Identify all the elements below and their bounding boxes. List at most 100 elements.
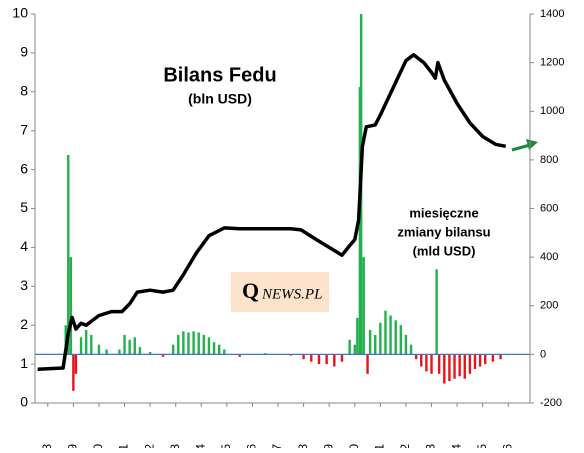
bar — [325, 354, 328, 365]
bar — [379, 322, 382, 355]
chart-subtitle: (bln USD) — [188, 91, 252, 107]
bar — [264, 353, 267, 355]
y2-tick-label: 200 — [540, 300, 558, 312]
bar — [473, 354, 477, 369]
bar — [148, 351, 152, 355]
bar — [478, 354, 482, 367]
x-tick-label: 2008 — [40, 444, 54, 448]
bar — [192, 331, 195, 355]
bar — [394, 320, 397, 355]
balance-line — [37, 53, 507, 371]
x-tick-label: 2020 — [347, 444, 361, 448]
x-tick-label: 2014 — [193, 444, 207, 448]
bar — [409, 344, 413, 355]
bar — [212, 342, 216, 355]
bar — [443, 354, 446, 384]
bar — [197, 332, 200, 355]
y2-tick-label: 0 — [540, 348, 546, 360]
bar — [105, 349, 108, 355]
x-tick-label: 2012 — [142, 444, 156, 448]
y2-tick-label: -200 — [540, 397, 562, 409]
bar — [425, 354, 428, 372]
bar — [84, 330, 88, 355]
bar — [366, 354, 369, 374]
bar — [453, 354, 456, 379]
bar — [435, 269, 438, 355]
bar — [187, 332, 190, 355]
y-tick-label: 10 — [12, 5, 28, 21]
bar — [448, 354, 451, 382]
y-tick-label: 8 — [20, 83, 28, 99]
bar — [118, 349, 121, 355]
x-tick-label: 2024 — [449, 444, 463, 448]
logo: NEWS.PL — [261, 286, 322, 302]
bar — [414, 354, 418, 360]
x-tick-label: 2013 — [168, 444, 182, 448]
bar — [384, 310, 387, 355]
bar — [161, 354, 165, 357]
logo: Q — [242, 278, 259, 303]
bar — [133, 337, 136, 355]
bar — [177, 334, 180, 355]
chart-title: Bilans Fedu — [163, 64, 276, 86]
y-tick-label: 7 — [20, 121, 28, 137]
bar — [123, 334, 126, 355]
bar — [420, 354, 423, 367]
y2-tick-label: 1400 — [540, 8, 564, 20]
bar — [72, 354, 75, 391]
x-tick-label: 2017 — [270, 444, 284, 448]
logo-box — [231, 272, 329, 312]
bar — [69, 257, 73, 355]
bar — [90, 334, 93, 355]
x-tick-label: 2011 — [117, 444, 131, 448]
bar — [289, 354, 293, 356]
x-tick-label: 2016 — [245, 444, 259, 448]
y2-tick-label: 1000 — [540, 105, 564, 117]
bar — [340, 354, 344, 362]
bar — [202, 334, 206, 355]
bar — [67, 155, 70, 355]
bar — [97, 344, 101, 355]
x-tick-label: 2010 — [91, 444, 105, 448]
x-tick-label: 2019 — [321, 444, 335, 448]
bar — [171, 344, 175, 355]
bar — [353, 344, 356, 355]
bar — [399, 325, 403, 355]
y-tick-label: 1 — [20, 355, 28, 371]
y2-tick-label: 800 — [540, 154, 558, 166]
bar — [356, 317, 359, 355]
x-tick-label: 2023 — [424, 444, 438, 448]
x-tick-label: 2018 — [296, 444, 310, 448]
bar — [389, 315, 392, 355]
bar — [207, 337, 211, 355]
y-tick-label: 5 — [20, 199, 28, 215]
bar — [458, 354, 461, 377]
annotation: (mld USD) — [413, 243, 476, 258]
y-tick-label: 0 — [20, 394, 28, 410]
x-tick-label: 2021 — [373, 444, 387, 448]
bar — [374, 334, 377, 355]
bar — [79, 337, 83, 355]
y2-tick-label: 1200 — [540, 57, 564, 69]
bar — [468, 354, 472, 374]
bar — [333, 354, 336, 367]
x-tick-label: 2026 — [500, 444, 514, 448]
bar — [348, 339, 351, 355]
annotation: zmiany bilansu — [397, 224, 490, 239]
bar — [491, 354, 495, 362]
x-tick-label: 2015 — [219, 444, 233, 448]
y-tick-label: 6 — [20, 160, 28, 176]
bar — [484, 354, 487, 365]
bar — [238, 354, 241, 357]
x-tick-label: 2025 — [475, 444, 489, 448]
bar — [463, 354, 466, 379]
bar — [310, 354, 313, 362]
bar — [302, 354, 305, 360]
y2-tick-label: 600 — [540, 202, 558, 214]
arrow — [511, 139, 538, 152]
y-tick-label: 4 — [20, 238, 28, 254]
bar — [404, 334, 408, 355]
y-tick-label: 2 — [20, 316, 28, 332]
